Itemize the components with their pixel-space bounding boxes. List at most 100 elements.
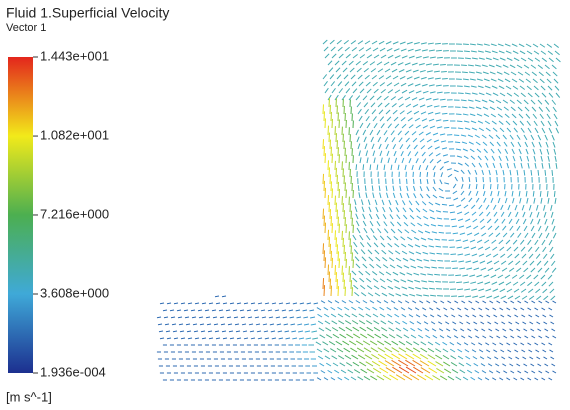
flow-vector xyxy=(369,61,376,66)
flow-vector xyxy=(464,92,471,95)
flow-vector xyxy=(516,64,523,69)
flow-vector xyxy=(221,330,227,333)
flow-vector xyxy=(549,349,554,353)
flow-vector xyxy=(366,326,374,332)
flow-vector xyxy=(426,193,431,199)
flow-vector xyxy=(457,307,462,311)
flow-vector xyxy=(520,127,525,133)
flow-vector xyxy=(443,307,448,311)
flow-vector xyxy=(462,274,469,277)
flow-vector xyxy=(511,78,518,83)
flow-vector xyxy=(538,370,543,374)
flow-vector xyxy=(415,314,421,318)
flow-vector xyxy=(361,256,367,262)
flow-vector xyxy=(499,246,505,251)
chart-title: Fluid 1.Superficial Velocity xyxy=(6,5,169,21)
flow-vector xyxy=(496,300,501,304)
flow-vector xyxy=(542,246,547,253)
flow-vector xyxy=(429,158,434,164)
flow-vector xyxy=(541,307,546,311)
flow-vector xyxy=(193,330,199,333)
flow-vector xyxy=(518,113,524,119)
flow-vector xyxy=(511,190,514,197)
flow-vector xyxy=(456,204,462,208)
flow-vector xyxy=(465,225,472,229)
flow-vector xyxy=(370,347,379,353)
flow-vector xyxy=(183,309,189,312)
flow-vector xyxy=(499,162,503,169)
flow-vector xyxy=(317,355,324,360)
flow-vector xyxy=(530,99,536,105)
flow-vector xyxy=(551,267,557,273)
flow-vector xyxy=(388,327,395,332)
flow-vector xyxy=(462,148,468,152)
flow-vector xyxy=(386,307,392,311)
flow-vector xyxy=(443,368,452,374)
flow-vector xyxy=(508,267,515,272)
flow-vector xyxy=(529,260,535,266)
flow-vector xyxy=(335,340,343,346)
flow-vector xyxy=(461,106,468,109)
flow-vector xyxy=(397,130,402,136)
flow-vector xyxy=(253,309,259,312)
flow-vector xyxy=(381,327,388,332)
flow-vector xyxy=(322,39,328,45)
flow-vector xyxy=(461,183,464,189)
flow-vector xyxy=(338,320,345,325)
flow-vector xyxy=(366,320,373,325)
flow-vector xyxy=(489,71,496,75)
flow-vector xyxy=(379,150,383,157)
flow-vector xyxy=(420,237,427,241)
flow-vector xyxy=(519,50,526,55)
flow-vector xyxy=(427,354,436,360)
flow-vector xyxy=(456,281,463,284)
flow-vector xyxy=(547,155,550,162)
flow-vector xyxy=(411,164,414,171)
flow-vector xyxy=(476,239,483,244)
flow-vector xyxy=(530,218,534,225)
flow-vector xyxy=(481,169,485,176)
flow-vector xyxy=(408,157,412,164)
flow-vector xyxy=(339,362,346,367)
flow-vector xyxy=(385,109,391,115)
flow-vector xyxy=(490,78,497,82)
flow-vector xyxy=(180,302,186,305)
flow-vector xyxy=(528,288,534,293)
flow-vector xyxy=(299,302,305,305)
flow-vector xyxy=(365,150,369,157)
flow-vector xyxy=(550,253,555,260)
flow-vector xyxy=(386,192,389,199)
flow-vector xyxy=(546,78,552,84)
flow-vector xyxy=(197,309,203,312)
flow-vector xyxy=(236,337,242,340)
flow-vector xyxy=(536,260,542,266)
flow-vector xyxy=(372,278,379,283)
flow-vector xyxy=(515,211,519,218)
flow-vector xyxy=(514,314,519,318)
flow-vector xyxy=(409,321,415,325)
flow-vector xyxy=(433,179,436,185)
flow-vector xyxy=(480,267,487,271)
flow-vector xyxy=(404,130,410,136)
flow-vector xyxy=(476,148,482,153)
flow-vector xyxy=(554,197,557,204)
flow-vector xyxy=(429,252,436,255)
flow-vector xyxy=(329,243,332,255)
flow-vector xyxy=(386,278,393,283)
flow-vector xyxy=(468,300,473,304)
flow-vector xyxy=(466,267,473,270)
flow-vector xyxy=(427,77,434,80)
flow-vector xyxy=(461,141,468,145)
flow-vector xyxy=(423,321,429,325)
flow-vector xyxy=(418,97,425,101)
flow-vector xyxy=(405,341,413,346)
flow-vector xyxy=(407,307,413,311)
flow-vector xyxy=(425,334,431,339)
flow-vector xyxy=(322,341,329,346)
flow-vector xyxy=(309,309,315,312)
flow-vector xyxy=(493,211,498,217)
flow-vector xyxy=(371,143,375,150)
flow-vector xyxy=(481,134,487,139)
flow-vector xyxy=(377,347,386,353)
flow-vector xyxy=(520,288,527,293)
